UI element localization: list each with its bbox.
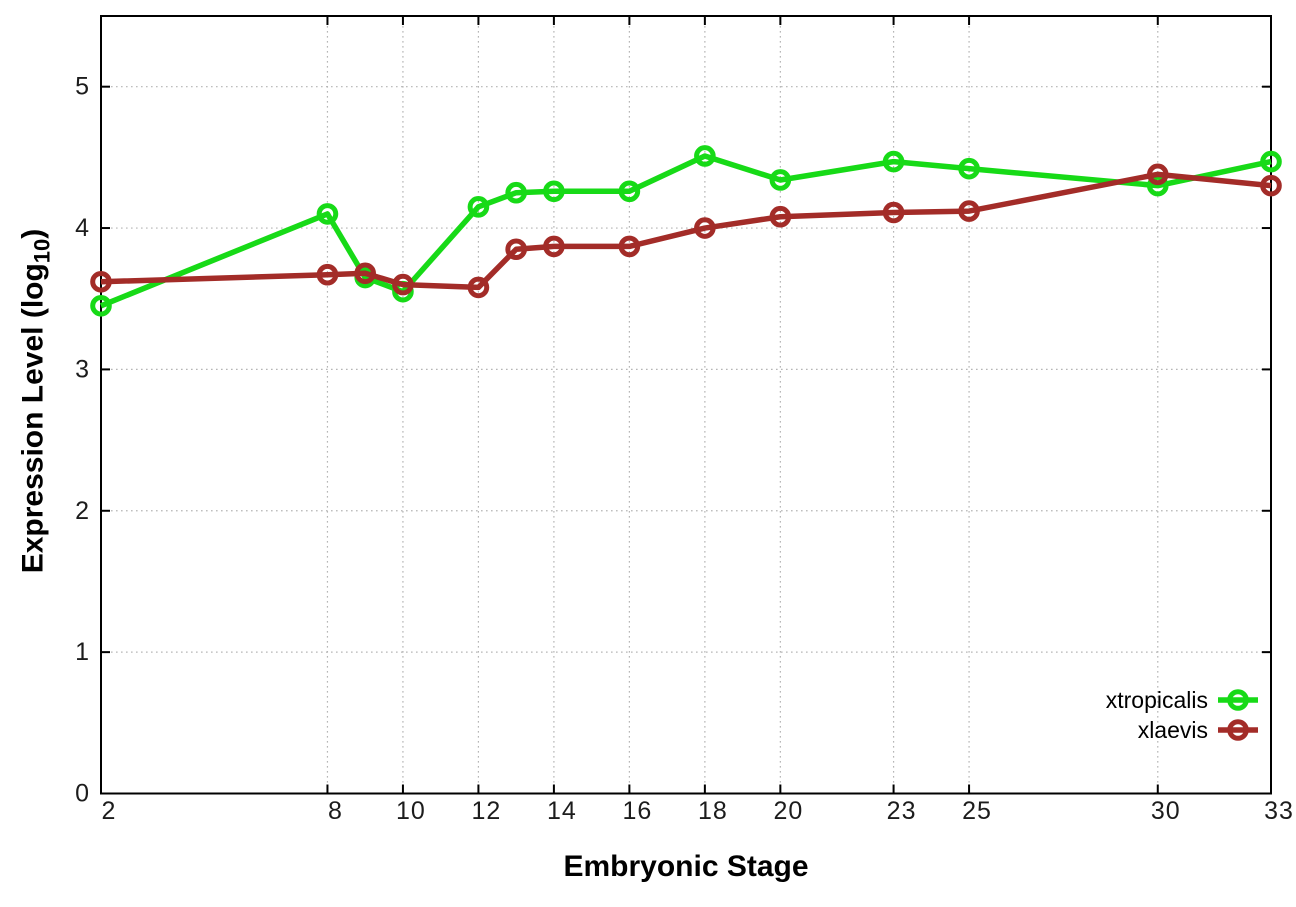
plot-border [100, 15, 1272, 795]
data-point-xlaevis [354, 262, 376, 285]
data-point-xlaevis [90, 270, 112, 293]
y-axis-title-text: Expression Level (log [16, 263, 50, 574]
y-tick-label: 4 [75, 214, 90, 242]
data-point-xlaevis [618, 235, 641, 258]
data-point-xtropicalis [1260, 150, 1282, 173]
data-point-xlaevis [505, 238, 527, 261]
y-axis-title: Expression Level (log10) [17, 229, 56, 574]
y-axis-title-close: ) [16, 228, 50, 239]
x-tick-label: 12 [472, 797, 502, 825]
x-tick-label: 23 [887, 797, 917, 825]
data-point-xtropicalis [90, 294, 112, 317]
data-point-xtropicalis [882, 150, 905, 173]
series-line-xlaevis [100, 171, 1272, 291]
data-point-xlaevis [769, 205, 792, 228]
x-tick-label: 16 [622, 797, 652, 825]
data-point-xlaevis [958, 200, 980, 222]
legend-label-xlaevis: xlaevis [1138, 717, 1208, 743]
data-point-xtropicalis [618, 180, 641, 203]
data-point-xtropicalis [1146, 174, 1169, 197]
data-point-xlaevis [882, 201, 905, 224]
data-point-xtropicalis [467, 196, 490, 218]
data-point-xlaevis [1260, 174, 1282, 197]
x-tick-label: 2 [102, 797, 117, 825]
data-point-xlaevis [392, 273, 414, 296]
data-point-xlaevis [694, 217, 716, 239]
x-tick-label: 18 [698, 797, 728, 825]
x-tick-label: 20 [773, 797, 803, 825]
y-tick-label: 2 [75, 497, 90, 525]
x-tick-label: 25 [962, 797, 992, 825]
x-tick-label: 30 [1151, 797, 1181, 825]
data-point-xtropicalis [694, 145, 716, 167]
x-tick-label: 10 [396, 797, 426, 825]
data-point-xlaevis [316, 263, 339, 286]
data-point-xtropicalis [316, 203, 339, 225]
data-point-xtropicalis [505, 181, 527, 204]
x-tick-label: 8 [328, 797, 343, 825]
data-point-xlaevis [1146, 163, 1169, 186]
x-axis-title: Embryonic Stage [563, 850, 808, 884]
y-tick-label: 5 [75, 73, 90, 101]
legend-marker-sample [1227, 719, 1249, 741]
y-tick-label: 3 [75, 355, 90, 383]
data-point-xlaevis [543, 235, 565, 258]
legend-marker-sample [1227, 689, 1249, 711]
data-point-xlaevis [467, 276, 490, 299]
x-tick-label: 14 [547, 797, 577, 825]
y-tick-label: 0 [75, 780, 90, 808]
data-point-xtropicalis [769, 169, 792, 191]
data-point-xtropicalis [958, 157, 980, 180]
x-tick-label: 33 [1264, 797, 1294, 825]
legend-label-xtropicalis: xtropicalis [1106, 687, 1208, 713]
y-tick-label: 1 [75, 638, 90, 666]
x-axis-title-text: Embryonic Stage [563, 850, 809, 883]
data-point-xtropicalis [543, 180, 565, 203]
y-axis-title-subscript: 10 [29, 238, 55, 264]
